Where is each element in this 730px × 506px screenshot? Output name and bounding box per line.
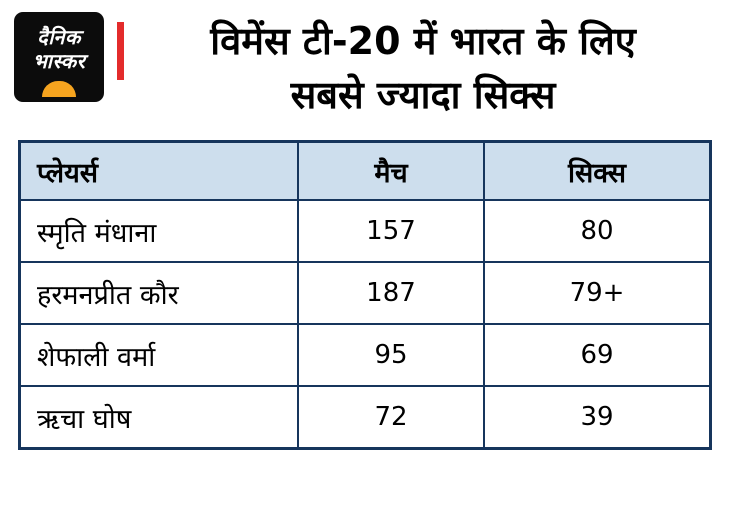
table-row: स्मृति मंधाना 157 80 [21,199,709,261]
sixes-value: 39 [483,387,709,447]
matches-value: 187 [297,263,483,323]
brand-logo: दैनिक भास्कर [14,12,104,102]
player-name: स्मृति मंधाना [37,217,157,249]
page-title: विमेंस टी-20 में भारत के लिए सबसे ज्यादा… [134,12,712,122]
player-name: शेफाली वर्मा [37,341,156,373]
matches-value: 72 [297,387,483,447]
table-header-row: प्लेयर्स मैच सिक्स [21,143,709,199]
table-row: हरमनप्रीत कौर 187 79+ [21,261,709,323]
header-cell-matches: मैच [297,143,483,199]
player-name: ऋचा घोष [37,403,132,435]
sun-icon [42,81,76,97]
header-cell-sixes: सिक्स [483,143,709,199]
sixes-value: 69 [483,325,709,385]
logo-text-line-1: दैनिक [37,25,81,49]
table-row: शेफाली वर्मा 95 69 [21,323,709,385]
table-row: ऋचा घोष 72 39 [21,385,709,447]
title-line-1: विमेंस टी-20 में भारत के लिए [210,19,636,63]
matches-value: 157 [297,201,483,261]
matches-value: 95 [297,325,483,385]
stats-table: प्लेयर्स मैच सिक्स स्मृति मंधाना 157 80 … [18,140,712,450]
sixes-value: 79+ [483,263,709,323]
player-name: हरमनप्रीत कौर [37,279,179,311]
accent-bar [117,22,124,80]
header: दैनिक भास्कर विमेंस टी-20 में भारत के लि… [0,0,730,122]
logo-text-line-2: भास्कर [32,49,86,73]
header-cell-players: प्लेयर्स [37,157,99,189]
title-line-2: सबसे ज्यादा सिक्स [290,73,556,117]
sixes-value: 80 [483,201,709,261]
